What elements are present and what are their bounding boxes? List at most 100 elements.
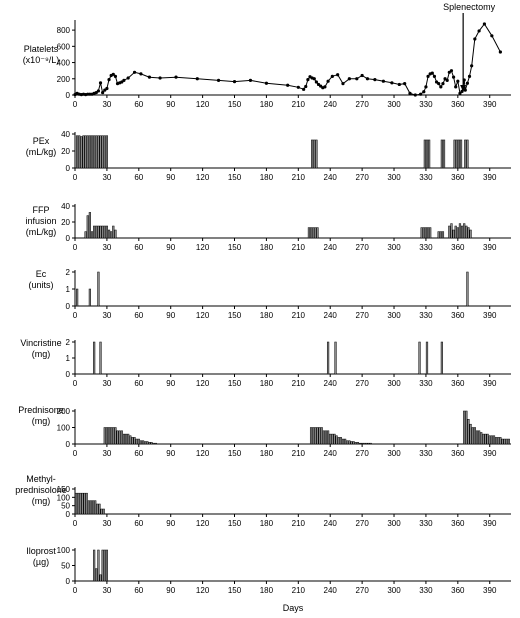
x-tick-label: 180 bbox=[260, 100, 274, 109]
data-point bbox=[96, 89, 100, 93]
panel-1: PEx(mL/kg) 0 20 40 0 30 60 90 120 150 180 210 240 270… bbox=[26, 130, 511, 182]
bar bbox=[418, 341, 421, 375]
panel-7: Iloprost(µg) 0 50 100 0 30 60 90 120 150 180 210 240… bbox=[26, 546, 511, 595]
bar bbox=[110, 427, 113, 445]
y-tick-label: 0 bbox=[66, 234, 71, 243]
x-tick-label: 210 bbox=[292, 586, 306, 595]
bar bbox=[88, 212, 91, 239]
bar bbox=[334, 341, 337, 375]
x-tick-label: 90 bbox=[166, 519, 175, 528]
bar bbox=[99, 225, 102, 239]
data-point bbox=[490, 34, 494, 38]
annotation-arrow-head bbox=[460, 85, 467, 92]
x-tick-label: 330 bbox=[419, 449, 433, 458]
x-tick-label: 300 bbox=[387, 519, 401, 528]
bar bbox=[348, 440, 351, 445]
bar bbox=[141, 440, 145, 445]
x-tick-label: 0 bbox=[73, 243, 78, 252]
data-point bbox=[403, 82, 407, 86]
x-tick-label: 270 bbox=[355, 449, 369, 458]
data-point bbox=[101, 90, 105, 95]
data-point bbox=[314, 80, 318, 84]
bar bbox=[311, 139, 314, 169]
bar bbox=[150, 442, 153, 445]
x-tick-label: 60 bbox=[134, 100, 143, 109]
bar bbox=[148, 442, 151, 445]
bar bbox=[313, 139, 316, 169]
bar bbox=[131, 437, 134, 445]
data-point bbox=[336, 73, 340, 77]
bar bbox=[101, 225, 104, 239]
x-tick-label: 360 bbox=[451, 311, 465, 320]
data-point bbox=[139, 72, 143, 76]
data-point bbox=[355, 77, 359, 81]
bar bbox=[93, 341, 96, 375]
bar bbox=[114, 427, 117, 445]
bar bbox=[335, 435, 338, 445]
x-tick-label: 360 bbox=[451, 449, 465, 458]
bar bbox=[85, 492, 88, 515]
panel-label: Vincristine bbox=[20, 338, 61, 348]
x-tick-label: 240 bbox=[324, 100, 338, 109]
x-tick-label: 120 bbox=[196, 173, 210, 182]
bar bbox=[463, 223, 466, 239]
bar bbox=[320, 427, 323, 445]
bar bbox=[314, 227, 317, 239]
data-point bbox=[232, 80, 237, 84]
x-tick-label: 120 bbox=[196, 379, 210, 388]
bar bbox=[312, 427, 315, 445]
bar bbox=[326, 341, 330, 375]
bar bbox=[97, 225, 100, 239]
data-point bbox=[158, 76, 162, 80]
x-tick-label: 240 bbox=[324, 173, 338, 182]
bar bbox=[471, 427, 474, 445]
bar bbox=[93, 225, 96, 239]
x-tick-label: 330 bbox=[419, 519, 433, 528]
data-point bbox=[296, 85, 300, 89]
bar bbox=[428, 139, 431, 169]
x-tick-label: 180 bbox=[260, 519, 274, 528]
bar bbox=[425, 139, 429, 169]
bar bbox=[464, 139, 467, 169]
x-tick-label: 360 bbox=[451, 586, 465, 595]
y-tick-label: 40 bbox=[61, 130, 70, 139]
x-tick-label: 270 bbox=[355, 519, 369, 528]
panel-label: PEx bbox=[33, 136, 50, 146]
x-tick-label: 180 bbox=[260, 311, 274, 320]
data-point bbox=[105, 86, 109, 91]
bar bbox=[499, 437, 502, 445]
data-point bbox=[107, 77, 111, 82]
x-tick-label: 300 bbox=[387, 100, 401, 109]
x-tick-label: 240 bbox=[324, 311, 338, 320]
x-tick-label: 390 bbox=[483, 449, 497, 458]
bar bbox=[455, 139, 458, 169]
data-point bbox=[451, 75, 456, 79]
x-tick-label: 210 bbox=[292, 311, 306, 320]
bar bbox=[312, 227, 315, 239]
bar bbox=[139, 440, 143, 445]
bar bbox=[339, 437, 342, 445]
x-tick-label: 120 bbox=[196, 100, 210, 109]
x-tick-label: 210 bbox=[292, 100, 306, 109]
x-tick-label: 90 bbox=[166, 173, 175, 182]
bar bbox=[440, 341, 443, 375]
x-tick-label: 0 bbox=[73, 379, 78, 388]
bar bbox=[144, 441, 147, 445]
x-tick-label: 30 bbox=[102, 586, 111, 595]
x-tick-label: 0 bbox=[73, 586, 78, 595]
x-tick-label: 120 bbox=[196, 586, 210, 595]
data-point bbox=[365, 77, 370, 81]
x-tick-label: 330 bbox=[419, 586, 433, 595]
x-tick-label: 270 bbox=[355, 243, 369, 252]
bar bbox=[112, 225, 115, 239]
data-point bbox=[432, 74, 437, 78]
bar bbox=[324, 430, 328, 445]
x-tick-label: 240 bbox=[324, 379, 338, 388]
x-tick-label: 30 bbox=[102, 100, 111, 109]
bar bbox=[423, 139, 426, 169]
bar bbox=[309, 227, 313, 239]
bar bbox=[103, 225, 106, 239]
x-tick-label: 0 bbox=[73, 311, 78, 320]
bar bbox=[103, 427, 106, 445]
x-tick-label: 0 bbox=[73, 100, 78, 109]
